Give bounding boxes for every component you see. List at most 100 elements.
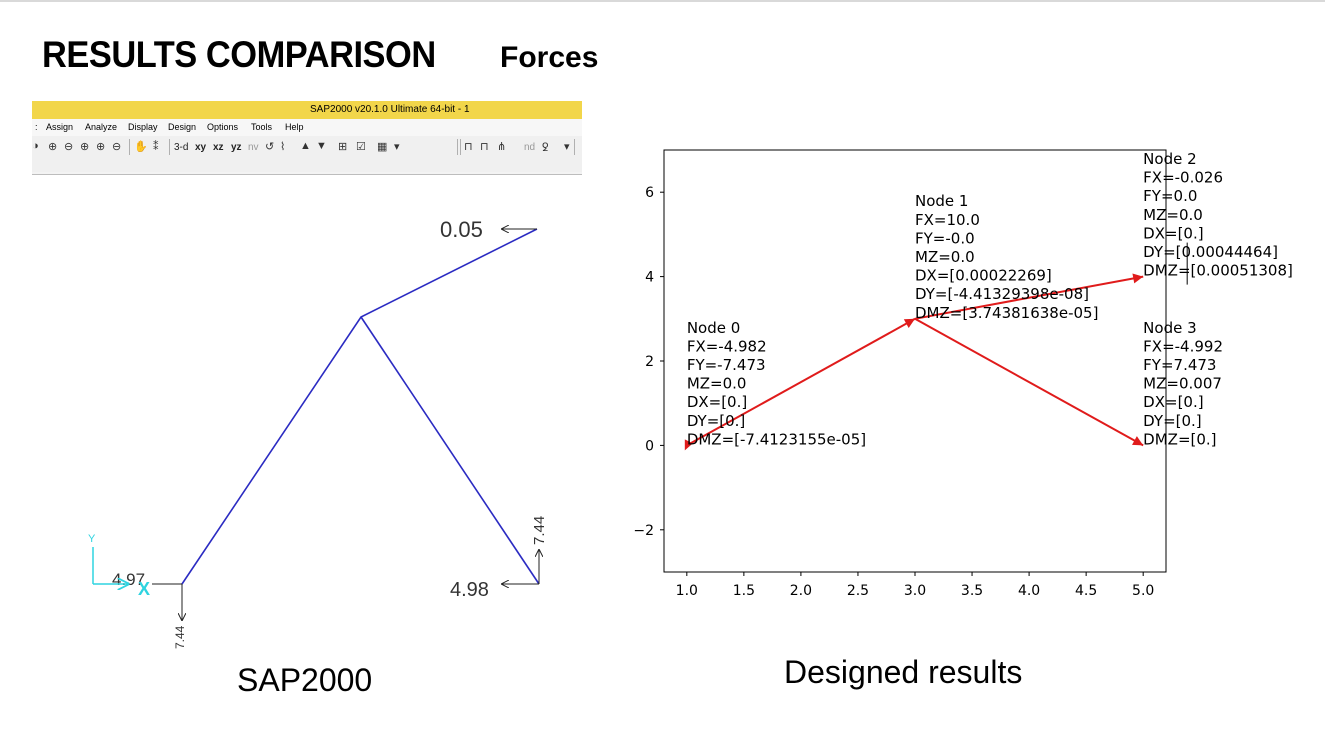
- move-down-icon[interactable]: ▼: [316, 140, 327, 152]
- node-annotation-line: FY=7.473: [1143, 356, 1216, 374]
- zoom-fit-icon[interactable]: ⊖: [112, 141, 122, 153]
- slide-title: RESULTS COMPARISON: [42, 34, 436, 75]
- node-annotation-line: Node 1: [915, 192, 968, 210]
- node-annotation-line: DX=[0.]: [1143, 224, 1203, 242]
- dropdown-icon[interactable]: ▾: [564, 141, 570, 153]
- menu-item-display[interactable]: Display: [128, 122, 158, 132]
- sap-window-title: SAP2000 v20.1.0 Ultimate 64-bit - 1: [310, 104, 470, 115]
- member-arrowhead: [903, 318, 915, 329]
- restraint-icon[interactable]: ⋔: [497, 141, 507, 153]
- node-annotation-line: DY=[0.]: [1143, 412, 1201, 430]
- caption-designed-results: Designed results: [784, 654, 1023, 690]
- node-annotation-line: FY=0.0: [1143, 187, 1197, 205]
- x-tick-label: 2.5: [847, 583, 869, 599]
- view-xz-button[interactable]: xz: [213, 142, 224, 153]
- member-line: [686, 317, 916, 447]
- x-tick-label: 1.0: [676, 583, 698, 599]
- node-annotation-line: FX=-4.982: [687, 337, 767, 355]
- frame-icon[interactable]: ⊓: [464, 141, 473, 153]
- sap-menubar: : Assign Analyze Display Design Options …: [32, 119, 582, 136]
- reaction-label-right-vertical: 7.44: [531, 516, 548, 545]
- member-line: [914, 275, 1144, 320]
- sap-toolbar: ◑ ⊕ ⊖ ⊕ ⊕ ⊖ ✋ ⁑ 3-d xy xz yz nv ↺ ⌇ ▲ ▼ …: [32, 136, 582, 172]
- view-xy-button[interactable]: xy: [195, 142, 207, 153]
- y-tick-label: 6: [645, 185, 654, 201]
- x-tick-label: 4.0: [1018, 583, 1040, 599]
- node-annotation-line: DMZ=[0.]: [1143, 430, 1216, 448]
- move-up-icon[interactable]: ▲: [300, 140, 311, 152]
- rubber-band-zoom-icon[interactable]: ◑: [32, 140, 39, 152]
- link-icon[interactable]: ꝿ: [542, 142, 549, 154]
- node-annotation-line: DMZ=[3.74381638e-05]: [915, 304, 1098, 322]
- member-arrowhead: [1132, 273, 1144, 284]
- node-annotation-line: DY=[0.]: [687, 412, 745, 430]
- view-3d-button[interactable]: 3-d: [174, 142, 189, 153]
- node-annotation-line: Node 2: [1143, 150, 1196, 168]
- zoom-in-icon[interactable]: ⊕: [48, 141, 58, 153]
- x-tick-label: 4.5: [1075, 583, 1097, 599]
- view-nd-button[interactable]: nd: [524, 142, 536, 153]
- caption-sap2000: SAP2000: [237, 662, 373, 698]
- force-label-top: 0.05: [440, 217, 483, 242]
- menu-item-options[interactable]: Options: [207, 122, 239, 132]
- reaction-label-right-horizontal: 4.98: [450, 579, 489, 601]
- y-tick-label: 4: [645, 270, 654, 286]
- node-annotation-line: DY=[-4.41329398e-08]: [915, 285, 1089, 303]
- node-annotation-line: DX=[0.00022269]: [915, 267, 1052, 285]
- slide-subtitle: Forces: [500, 41, 599, 74]
- toolbar-separator: [129, 139, 130, 155]
- node-annotation-line: FY=-7.473: [687, 356, 766, 374]
- dropdown-icon[interactable]: ▾: [394, 141, 400, 153]
- rotate-icon[interactable]: ↺: [265, 141, 275, 153]
- view-yz-button[interactable]: yz: [231, 142, 242, 153]
- toolbar-separator: [169, 139, 170, 155]
- node-annotation-line: MZ=0.0: [687, 375, 747, 393]
- x-tick-label: 1.5: [733, 583, 755, 599]
- node-annotation-line: DX=[0.]: [1143, 393, 1203, 411]
- top-divider: [0, 0, 1325, 2]
- x-tick-label: 3.5: [961, 583, 983, 599]
- x-tick-label: 3.0: [904, 583, 926, 599]
- refresh-icon[interactable]: ⁑: [153, 141, 159, 153]
- node-annotation-line: DY=[0.00044464]: [1143, 243, 1278, 261]
- y-tick-label: 0: [645, 438, 654, 454]
- node-annotation-line: DMZ=[0.00051308]: [1143, 262, 1293, 280]
- toolbar-separator: [460, 139, 461, 155]
- frame-member-left-upper: [181, 228, 538, 585]
- node-annotation-line: FX=10.0: [915, 211, 980, 229]
- x-tick-label: 5.0: [1132, 583, 1154, 599]
- menu-item-tools[interactable]: Tools: [251, 122, 273, 132]
- node-annotation-line: DMZ=[-7.4123155e-05]: [687, 430, 866, 448]
- perspective-icon[interactable]: ⌇: [280, 141, 286, 153]
- toolbar-separator: [574, 139, 575, 155]
- zoom-out-icon[interactable]: ⊖: [64, 141, 74, 153]
- frame-member-right: [360, 316, 540, 585]
- menu-item-design[interactable]: Design: [168, 122, 197, 132]
- x-tick-label: 2.0: [790, 583, 812, 599]
- frame-section-icon[interactable]: ⊓: [480, 141, 489, 153]
- zoom-previous-icon[interactable]: ⊕: [96, 141, 106, 153]
- node-annotation-line: FX=-4.992: [1143, 337, 1223, 355]
- zoom-restore-icon[interactable]: ⊕: [80, 141, 90, 153]
- menu-item-help[interactable]: Help: [285, 122, 304, 132]
- display-options-icon[interactable]: ▦: [377, 141, 388, 153]
- toolbar-separator: [457, 139, 458, 155]
- sap-frame-diagram: 0.05 4.97 7.44 Y X 4.98 7.44: [88, 217, 548, 649]
- view-nv-button[interactable]: nv: [248, 142, 259, 153]
- menu-item-analyze[interactable]: Analyze: [85, 122, 118, 132]
- menu-item-separator: :: [35, 122, 38, 132]
- menu-item-assign[interactable]: Assign: [46, 122, 74, 132]
- node-annotation-line: MZ=0.007: [1143, 375, 1222, 393]
- node-0-marker: [684, 439, 693, 451]
- axis-y-label: Y: [88, 533, 96, 545]
- node-annotation-line: MZ=0.0: [1143, 206, 1203, 224]
- pan-icon[interactable]: ✋: [134, 141, 148, 153]
- check-icon[interactable]: ☑: [356, 141, 366, 153]
- sap-titlebar: SAP2000 v20.1.0 Ultimate 64-bit - 1: [32, 101, 582, 119]
- node-annotation-line: FX=-0.026: [1143, 169, 1223, 187]
- node-annotation-line: FY=-0.0: [915, 229, 975, 247]
- node-annotation-line: DX=[0.]: [687, 393, 747, 411]
- node-annotation-line: MZ=0.0: [915, 248, 975, 266]
- reaction-label-left-vertical: 7.44: [173, 625, 187, 649]
- show-grid-icon[interactable]: ⊞: [338, 141, 348, 153]
